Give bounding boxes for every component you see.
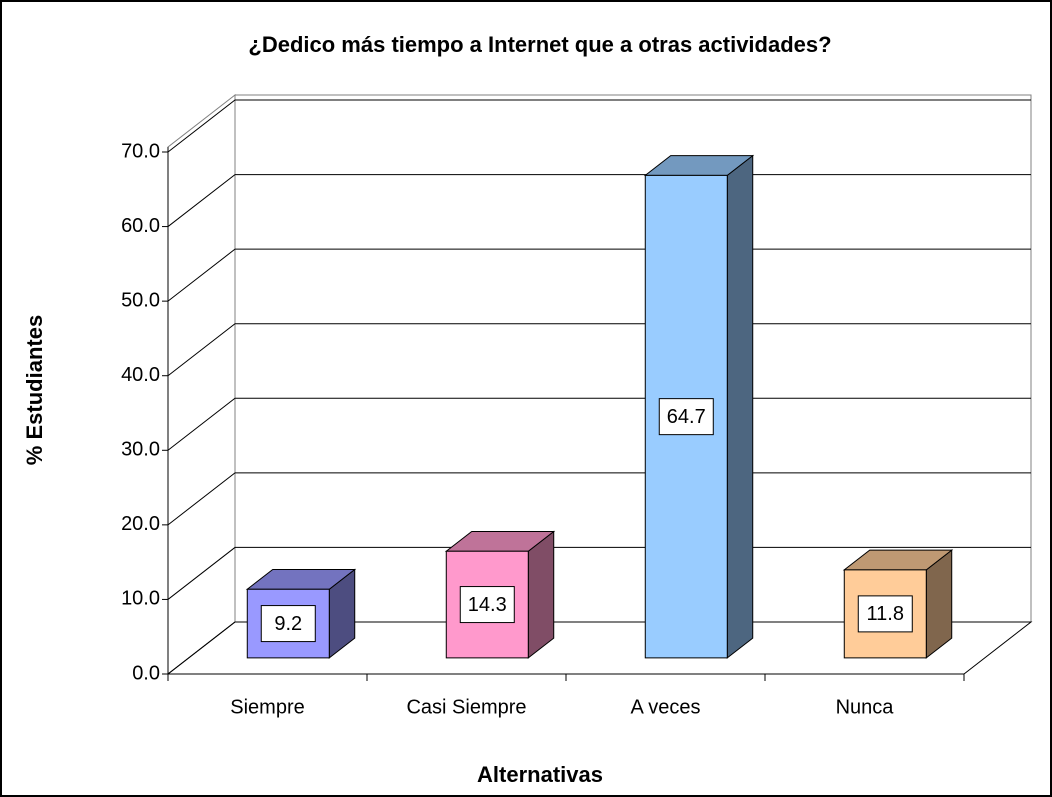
y-tick-label: 10.0 <box>121 588 160 610</box>
grid-line <box>167 248 1031 302</box>
y-tick-label: 40.0 <box>121 364 160 386</box>
value-label-box <box>260 605 316 643</box>
grid-line <box>167 397 1031 451</box>
grid-line <box>167 546 1031 600</box>
x-tick-label: Nunca <box>836 696 895 718</box>
value-label-box <box>658 398 714 436</box>
y-tick-label: 0.0 <box>132 662 160 684</box>
y-tick-label: 60.0 <box>121 215 160 237</box>
value-label: 64.7 <box>667 406 706 428</box>
value-label: 9.2 <box>274 613 302 635</box>
grid-line <box>167 323 1031 377</box>
grid-line <box>167 621 1031 675</box>
y-tick-label: 50.0 <box>121 289 160 311</box>
value-label-box <box>459 586 515 624</box>
grid-line <box>167 472 1031 526</box>
y-tick-label: 30.0 <box>121 439 160 461</box>
grid-line <box>167 99 1031 153</box>
value-label-box <box>857 595 913 633</box>
bar-side <box>726 154 754 659</box>
y-tick-label: 70.0 <box>121 140 160 162</box>
y-axis-label: % Estudiantes <box>22 315 47 465</box>
x-tick-label: Siempre <box>230 696 304 718</box>
grid-line <box>167 174 1031 227</box>
x-tick-label: Casi Siempre <box>406 696 526 718</box>
chart-title: ¿Dedico más tiempo a Internet que a otra… <box>248 32 831 57</box>
value-label: 14.3 <box>468 594 507 616</box>
back-wall <box>234 94 1032 623</box>
value-label: 11.8 <box>867 603 904 625</box>
x-tick-label: A veces <box>630 696 700 718</box>
bar-side <box>527 530 555 659</box>
y-tick-label: 20.0 <box>121 513 160 535</box>
x-axis-label: Alternativas <box>477 762 603 787</box>
